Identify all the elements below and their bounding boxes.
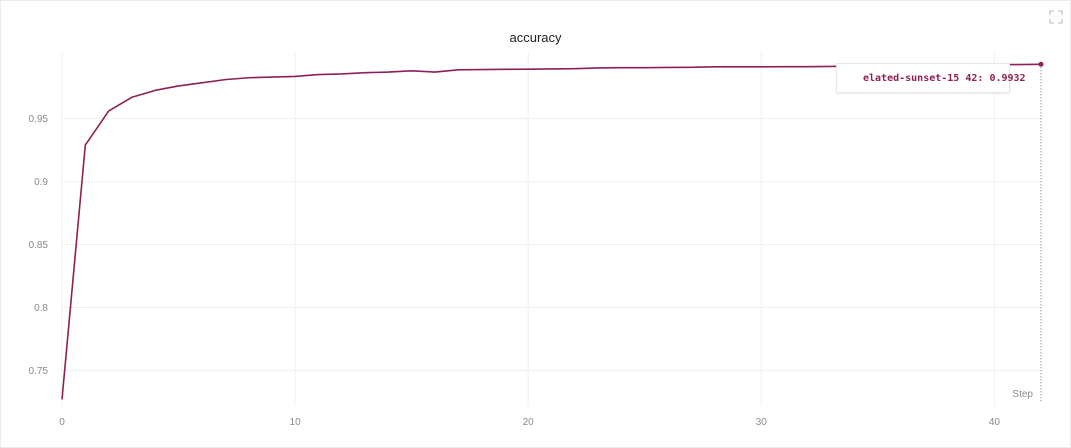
expand-icon[interactable]: [1049, 10, 1063, 24]
grid-layer: [61, 52, 1041, 406]
hover-legend: elated-sunset-15 42: 0.9932: [836, 63, 1026, 93]
y-tick-label: 0.85: [29, 240, 49, 251]
chart-title: accuracy: [509, 30, 562, 45]
y-tick-label: 0.95: [29, 114, 49, 125]
x-tick-label: 30: [756, 417, 768, 428]
x-tick-label: 40: [989, 417, 1001, 428]
x-tick-labels: 0 10 20 30 40: [59, 417, 1000, 428]
legend-step: 42: [965, 72, 978, 84]
y-tick-label: 0.75: [29, 366, 49, 377]
series-layer: [61, 63, 1042, 400]
legend-value: 0.9932: [989, 72, 1026, 84]
y-tick-label: 0.8: [34, 303, 48, 314]
y-tick-labels: 0.75 0.8 0.85 0.9 0.95: [29, 114, 49, 377]
legend-entry: elated-sunset-15 42: 0.9932: [863, 72, 1026, 84]
hover-point: [1038, 61, 1044, 67]
series-line: [61, 63, 1042, 400]
x-tick-label: 20: [523, 417, 535, 428]
x-axis-label: Step: [1012, 389, 1033, 400]
x-tick-label: 0: [59, 417, 65, 428]
x-tick-label: 10: [290, 417, 302, 428]
y-tick-label: 0.9: [34, 177, 48, 188]
legend-run-name: elated-sunset-15: [863, 72, 960, 84]
